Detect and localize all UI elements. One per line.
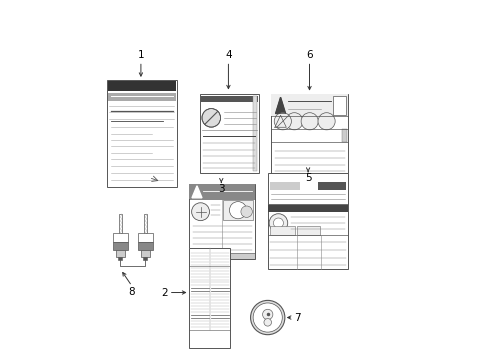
Bar	[118, 257, 122, 260]
Circle shape	[193, 334, 203, 343]
Text: 7: 7	[294, 312, 300, 323]
Circle shape	[202, 109, 220, 127]
Circle shape	[301, 113, 318, 130]
Bar	[189, 184, 255, 199]
Bar	[200, 94, 258, 173]
Polygon shape	[275, 97, 285, 113]
Bar	[143, 214, 146, 233]
Text: 4: 4	[224, 50, 231, 60]
Bar	[271, 94, 347, 180]
Text: 5: 5	[304, 173, 311, 183]
Bar	[108, 81, 175, 91]
Circle shape	[216, 334, 225, 343]
Bar	[143, 257, 147, 260]
Polygon shape	[192, 186, 202, 198]
Bar	[113, 233, 127, 242]
Circle shape	[264, 319, 271, 326]
Bar	[317, 181, 346, 190]
Circle shape	[273, 218, 283, 228]
Bar	[332, 96, 345, 115]
Text: 8: 8	[128, 287, 135, 297]
Bar	[189, 184, 255, 258]
Bar	[271, 94, 347, 116]
Bar	[297, 226, 319, 235]
Bar	[138, 233, 152, 242]
Bar	[115, 250, 125, 257]
Bar	[201, 96, 257, 102]
Bar	[253, 96, 257, 171]
Bar	[138, 242, 152, 250]
Bar	[269, 226, 295, 235]
Text: 2: 2	[161, 288, 167, 297]
Text: 3: 3	[218, 184, 224, 194]
Text: 6: 6	[305, 50, 312, 60]
Circle shape	[253, 303, 282, 332]
Bar	[189, 248, 230, 348]
Circle shape	[285, 113, 302, 130]
Bar	[107, 80, 176, 187]
Bar	[189, 248, 230, 266]
Bar	[189, 330, 230, 348]
Circle shape	[274, 113, 291, 130]
Bar	[113, 242, 127, 250]
Bar	[189, 253, 255, 258]
Bar	[342, 129, 346, 142]
Bar	[140, 250, 150, 257]
Circle shape	[250, 300, 285, 335]
Circle shape	[268, 214, 287, 232]
Bar	[267, 173, 347, 269]
Bar	[223, 200, 252, 220]
Circle shape	[204, 334, 214, 343]
Circle shape	[229, 202, 246, 219]
Circle shape	[317, 113, 334, 130]
Bar	[108, 93, 175, 101]
Text: 1: 1	[137, 50, 144, 60]
Circle shape	[217, 251, 227, 261]
Circle shape	[191, 203, 209, 221]
Bar	[267, 205, 347, 212]
Bar	[269, 181, 300, 190]
Bar	[119, 214, 122, 233]
Circle shape	[262, 309, 272, 320]
Circle shape	[241, 206, 252, 217]
